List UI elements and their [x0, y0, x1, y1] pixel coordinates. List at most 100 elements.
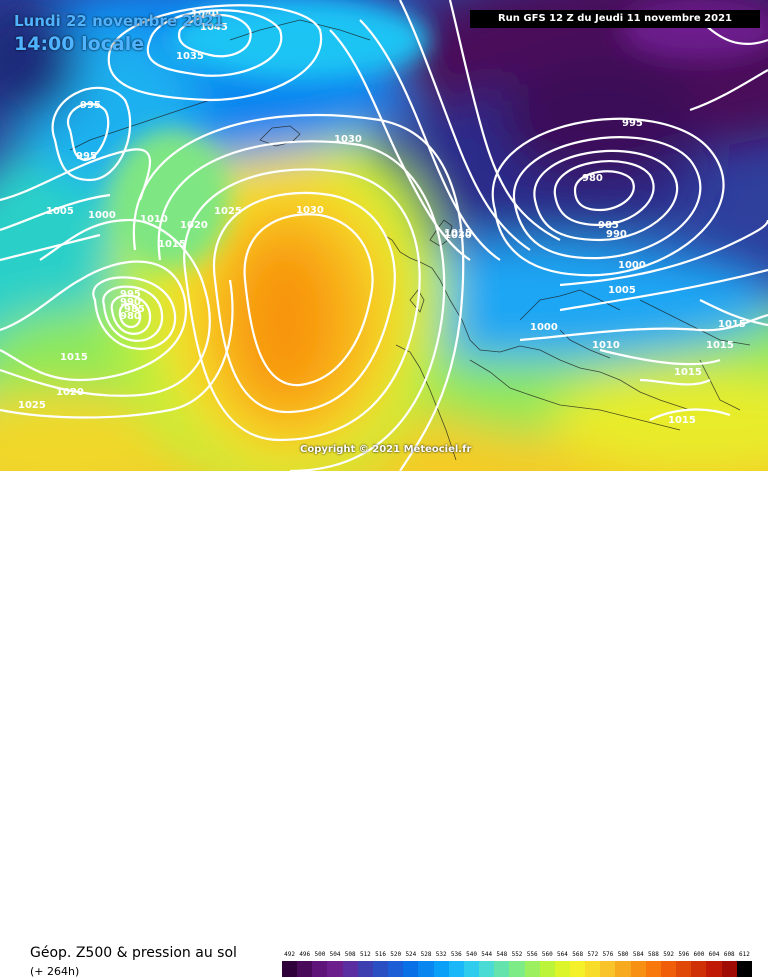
isobar-label: 980 — [582, 173, 603, 184]
copyright-notice: Copyright © 2021 Meteociel.fr — [300, 444, 472, 455]
forecast-time: 14:00 locale — [14, 33, 145, 55]
scale-label: 496 — [299, 951, 311, 958]
scale-label: 568 — [572, 951, 584, 958]
scale-swatch — [585, 961, 601, 977]
color-scale-bar — [282, 961, 752, 977]
scale-label: 508 — [344, 951, 356, 958]
isobar-label: 1040 — [191, 9, 219, 20]
scale-swatch — [615, 961, 631, 977]
scale-swatch — [600, 961, 616, 977]
isobar-label: 1000 — [618, 260, 646, 271]
isobar-lines — [0, 0, 768, 471]
isobar-label: 980 — [120, 311, 141, 322]
isobar-label: 1015 — [444, 228, 472, 239]
scale-label: 596 — [678, 951, 690, 958]
scale-label: 500 — [314, 951, 326, 958]
scale-swatch — [539, 961, 555, 977]
scale-swatch — [706, 961, 722, 977]
isobar-label: 1010 — [140, 214, 168, 225]
scale-swatch — [479, 961, 495, 977]
scale-label: 512 — [359, 951, 371, 958]
isobar-label: 1020 — [180, 220, 208, 231]
isobar-label: 1025 — [18, 400, 46, 411]
scale-label: 608 — [723, 951, 735, 958]
scale-swatch — [403, 961, 419, 977]
isobar-label: 995 — [76, 151, 97, 162]
scale-swatch — [645, 961, 661, 977]
scale-label: 588 — [648, 951, 659, 958]
product-title: Géop. Z500 & pression au sol — [30, 945, 237, 961]
isobar-label: 995 — [622, 118, 643, 129]
scale-swatch — [691, 961, 707, 977]
scale-swatch — [372, 961, 389, 977]
isobar-label: 1030 — [334, 134, 362, 145]
scale-label: 580 — [617, 951, 629, 958]
scale-label: 604 — [708, 951, 720, 958]
scale-label: 520 — [390, 951, 402, 958]
isobar-label: 1015 — [718, 319, 746, 330]
scale-swatch — [676, 961, 692, 977]
scale-label: 504 — [329, 951, 341, 958]
isobar-label: 990 — [606, 229, 627, 240]
isobar-label: 1035 — [176, 51, 204, 62]
scale-label: 576 — [602, 951, 614, 958]
isobar-label: 1030 — [296, 205, 324, 216]
isobar-label: 1010 — [592, 340, 620, 351]
isobar-label: 1015 — [706, 340, 734, 351]
scale-swatch — [282, 961, 298, 977]
scale-label: 600 — [693, 951, 705, 958]
scale-swatch — [463, 961, 480, 977]
isobar-label: 1015 — [668, 415, 696, 426]
scale-swatch — [388, 961, 404, 977]
scale-label: 524 — [405, 951, 417, 958]
isobar-label: 995 — [120, 289, 141, 300]
isobar-label: 1015 — [674, 367, 702, 378]
scale-swatch — [660, 961, 677, 977]
isobar-label: 1015 — [158, 239, 186, 250]
scale-label: 528 — [420, 951, 432, 958]
isobar-label: 985 — [598, 220, 619, 231]
scale-swatch — [357, 961, 373, 977]
scale-label: 556 — [526, 951, 538, 958]
scale-label: 548 — [496, 951, 508, 958]
geopotential-field: 1040 1045 1035 1030 995 995 1005 1000 10… — [0, 0, 768, 471]
scale-label: 612 — [738, 951, 750, 958]
scale-swatch — [448, 961, 464, 977]
isobar-label: 1045 — [200, 22, 228, 33]
scale-label: 544 — [481, 951, 493, 958]
scale-label: 492 — [284, 951, 296, 958]
scale-label: 552 — [511, 951, 523, 958]
scale-label: 564 — [557, 951, 568, 958]
isobar-label: 1000 — [530, 322, 558, 333]
model-run-info: Run GFS 12 Z du Jeudi 11 novembre 2021 — [470, 10, 760, 28]
scale-label: 572 — [587, 951, 599, 958]
scale-label: 536 — [450, 951, 462, 958]
scale-label: 560 — [541, 951, 553, 958]
color-scale-labels: 492 496 500 504 508 512 516 520 524 528 532 536 540 5… — [282, 951, 752, 961]
scale-swatch — [569, 961, 586, 977]
isobar-label: 1025 — [214, 206, 242, 217]
scale-label: 592 — [663, 951, 675, 958]
forecast-range: (+ 264h) — [30, 965, 80, 978]
isobar-label: 1030 — [444, 230, 472, 241]
scale-label: 532 — [435, 951, 447, 958]
scale-swatch — [721, 961, 737, 977]
scale-swatch — [312, 961, 328, 977]
weather-map: 1040 1045 1035 1030 995 995 1005 1000 10… — [0, 0, 768, 471]
scale-swatch — [297, 961, 313, 977]
scale-swatch — [327, 961, 343, 977]
isobar-label: 995 — [80, 100, 101, 111]
scale-swatch — [554, 961, 570, 977]
forecast-date: Lundi 22 novembre 2021 — [14, 12, 224, 30]
isobar-label: 990 — [120, 297, 141, 308]
scale-label: 540 — [466, 951, 477, 958]
scale-swatch — [433, 961, 449, 977]
scale-swatch — [524, 961, 540, 977]
scale-swatch — [342, 961, 358, 977]
scale-swatch — [418, 961, 434, 977]
isobar-label: 1015 — [60, 352, 88, 363]
isobar-labels: 1040 1045 1035 1030 995 995 1005 1000 10… — [18, 9, 746, 426]
isobar-label: 1020 — [56, 387, 84, 398]
scale-swatch — [494, 961, 510, 977]
scale-swatch — [509, 961, 525, 977]
